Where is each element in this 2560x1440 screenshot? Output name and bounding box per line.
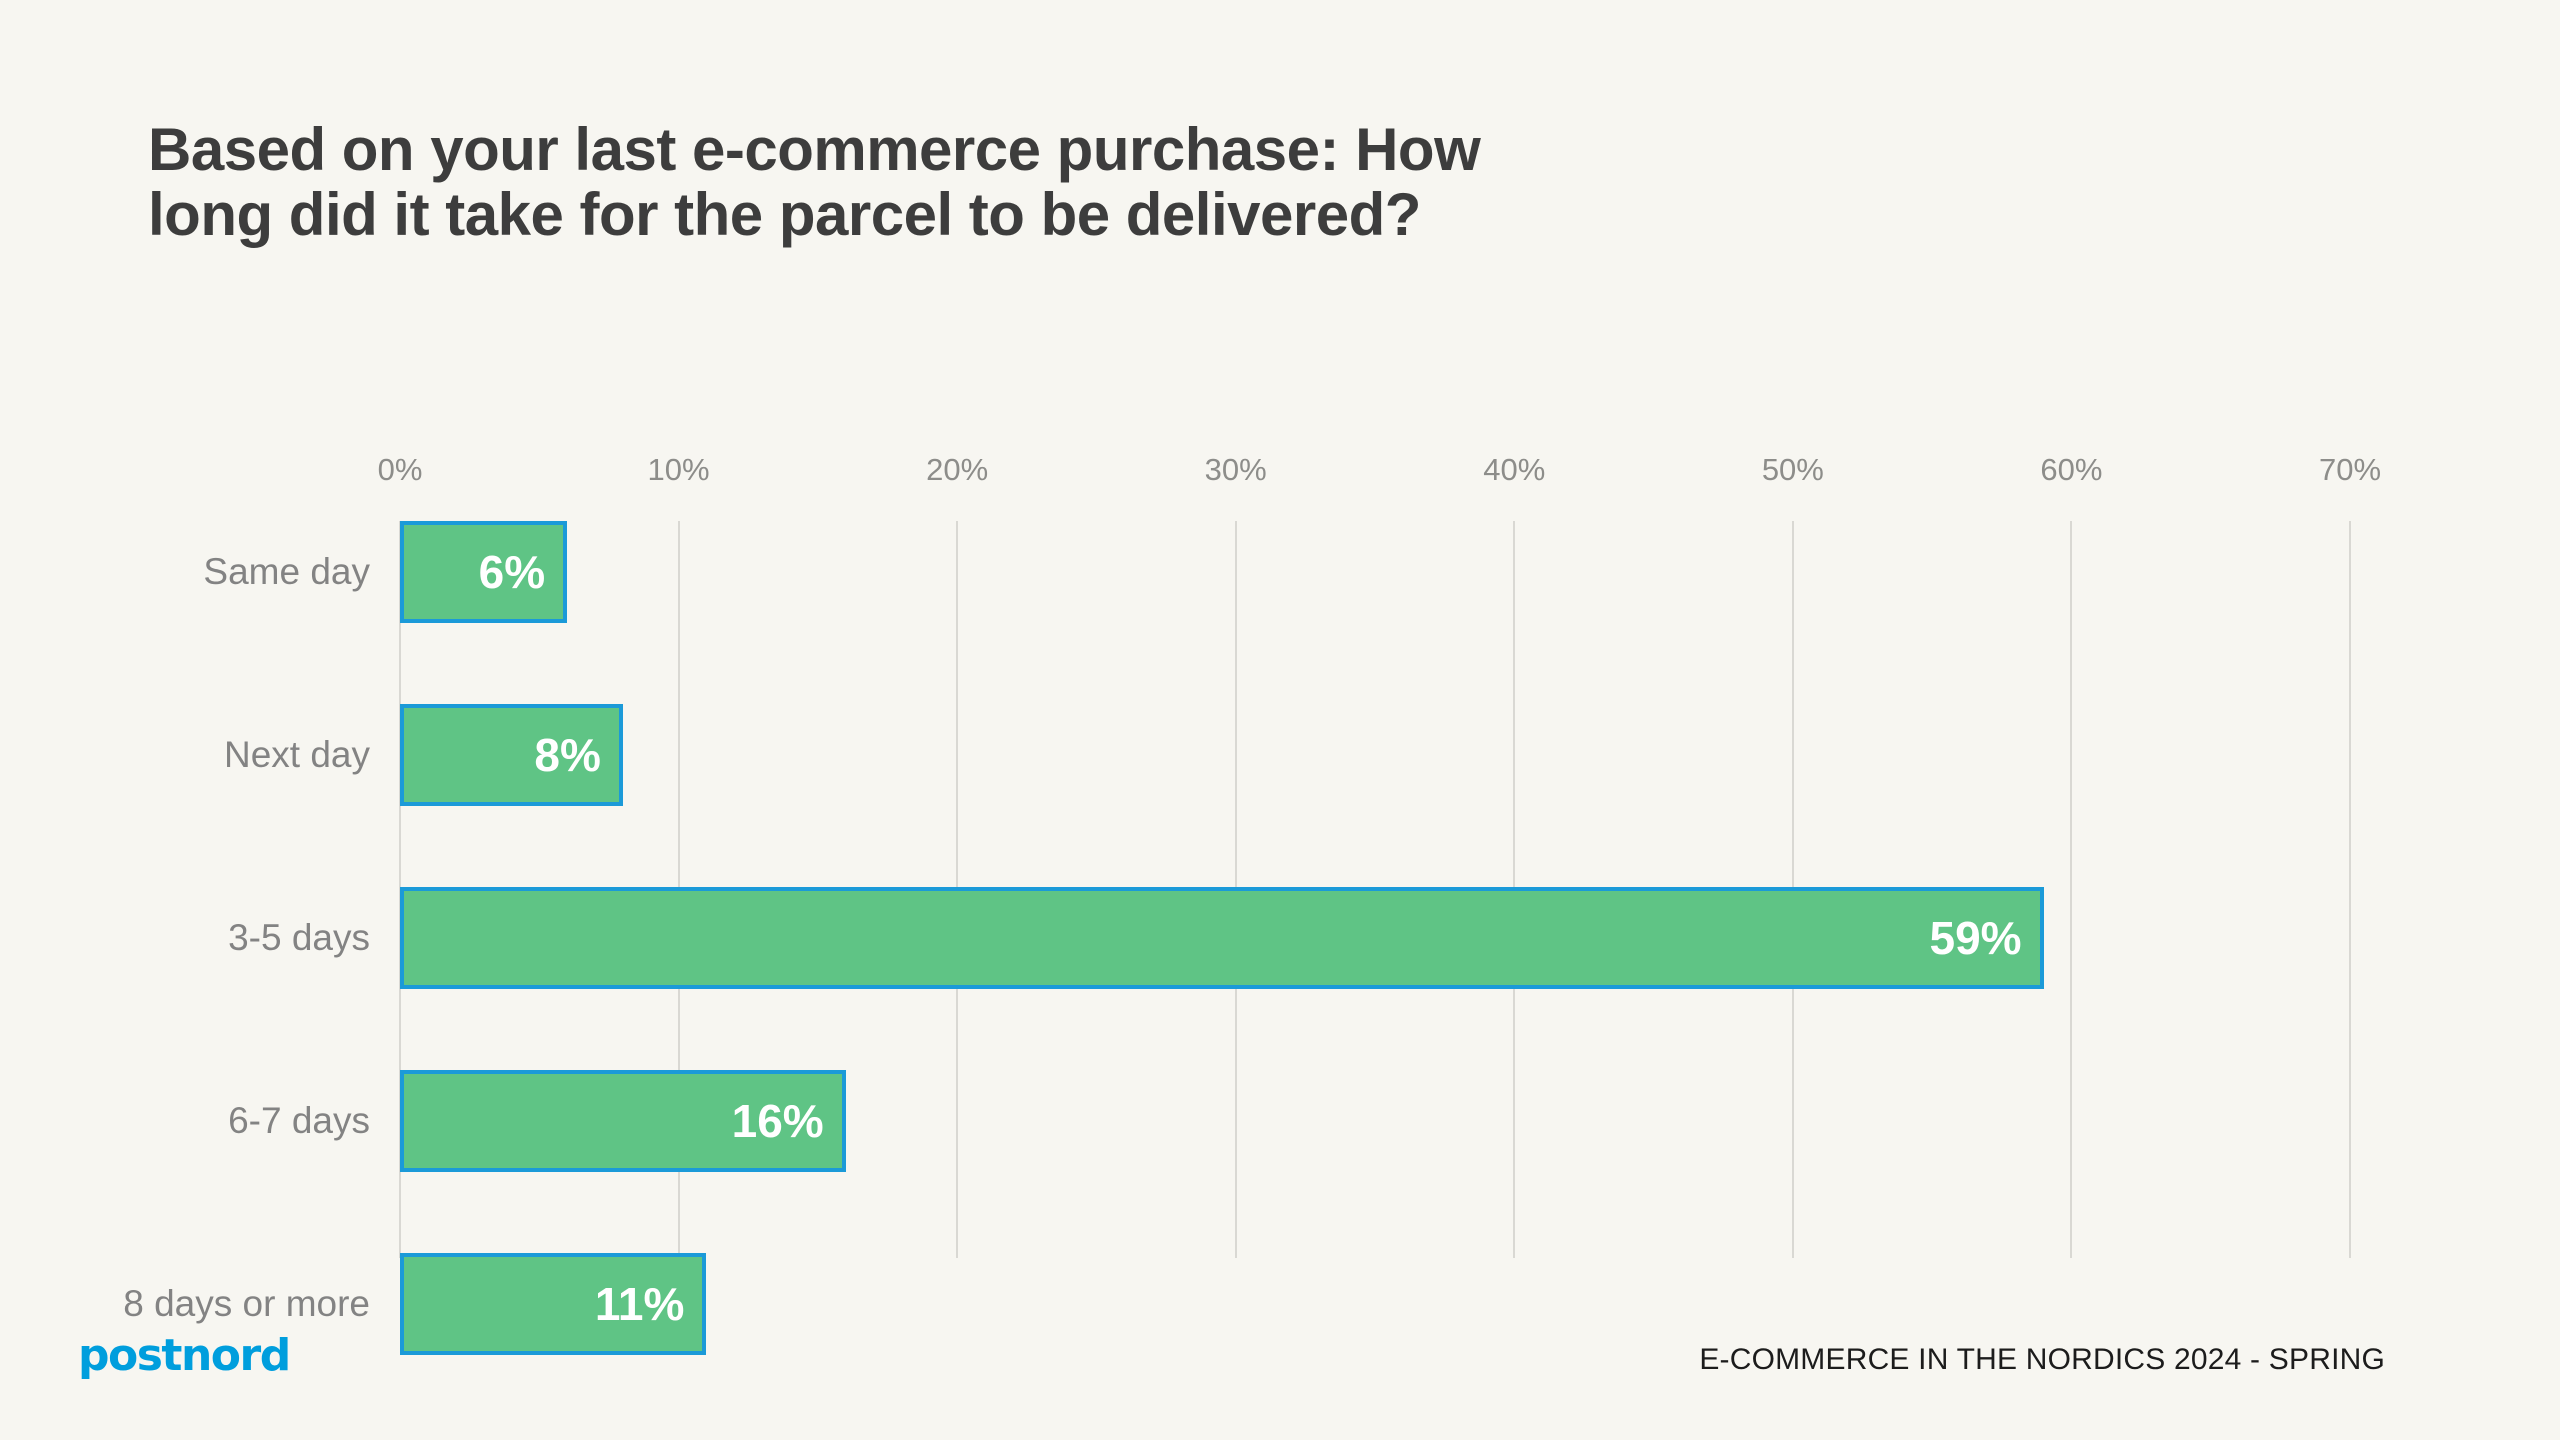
bar-row: Same day 6% (0, 521, 2560, 623)
category-label: 3-5 days (228, 917, 370, 958)
x-tick-label: 50% (1761, 452, 1824, 487)
gridline-70 (2348, 521, 2351, 1258)
page-title-line-2: long did it take for the parcel to be de… (148, 180, 1421, 248)
x-tick-label: 20% (926, 452, 989, 487)
bar-value-label: 6% (478, 546, 546, 598)
bar-value-label: 16% (731, 1095, 824, 1147)
x-tick-label: 30% (1204, 452, 1267, 487)
bar-row: 3-5 days 59% (0, 887, 2560, 989)
category-label: Next day (223, 734, 370, 775)
page-title: Based on your last e-commerce purchase: … (148, 116, 2448, 248)
category-label: Same day (203, 551, 370, 592)
bar-value-label: 8% (534, 729, 601, 781)
x-tick-label: 0% (377, 452, 423, 487)
bar-row: 6-7 days 16% (0, 1070, 2560, 1172)
category-label: 8 days or more (123, 1283, 370, 1324)
bar[interactable]: 8% (400, 704, 623, 806)
x-tick-label: 10% (647, 452, 710, 487)
x-tick-label: 60% (2040, 452, 2103, 487)
bar[interactable]: 6% (400, 521, 568, 623)
x-tick-label: 40% (1483, 452, 1546, 487)
page-title-line-1: Based on your last e-commerce purchase: … (148, 116, 1481, 183)
x-tick-label: 70% (2318, 452, 2382, 487)
footer-note: E-COMMERCE IN THE NORDICS 2024 - SPRING (1699, 1343, 2385, 1376)
gridline-60 (2070, 521, 2073, 1258)
postnord-logo: postnord (78, 1330, 291, 1381)
category-label: 6-7 days (228, 1100, 370, 1141)
bar-value-label: 59% (1929, 912, 2022, 964)
bar-row: 8 days or more 11% (0, 1253, 2560, 1355)
bar-value-label: 11% (594, 1278, 685, 1330)
bar-row: Next day 8% (0, 704, 2560, 806)
bar[interactable]: 11% (400, 1253, 707, 1355)
bar[interactable]: 59% (400, 887, 2044, 989)
bar[interactable]: 16% (400, 1070, 846, 1172)
